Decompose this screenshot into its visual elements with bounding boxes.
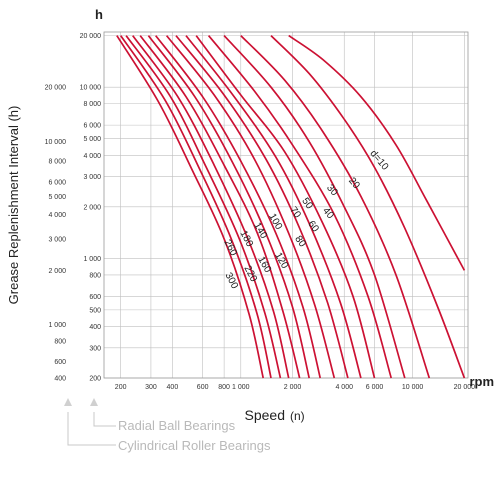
x-tick-label: 1 000 (232, 384, 250, 391)
series-line (155, 35, 322, 379)
x-tick-label: 2 000 (284, 384, 302, 391)
y-tick-label-roller: 400 (54, 376, 66, 383)
series-line (185, 35, 362, 379)
x-tick-label: 800 (218, 384, 230, 391)
curve-label: 40 (320, 206, 336, 222)
y-axis-title: Grease Replenishment Interval (h) (6, 106, 21, 305)
y-tick-label-roller: 5 000 (48, 194, 66, 201)
curve-labels: d=10203040506070801001201401601802202603… (221, 148, 390, 291)
y-tick-label-roller: 6 000 (48, 179, 66, 186)
series-line (139, 35, 301, 379)
y-tick-label-roller: 20 000 (45, 85, 67, 92)
curve-label: 50 (299, 196, 315, 212)
series-line (195, 35, 376, 379)
x-tick-label: 10 000 (402, 384, 424, 391)
x-tick-label: 20 000 (454, 384, 476, 391)
series-line (223, 35, 406, 379)
radial-ball-bearings-note: Radial Ball Bearings (118, 418, 236, 433)
curve-label: 220 (241, 264, 259, 284)
y-tick-label-ball: 8 000 (83, 101, 101, 108)
series-line (132, 35, 290, 379)
y-tick-label-ball: 300 (89, 345, 101, 352)
x-axis-title: Speed (245, 407, 285, 423)
y-tick-label-ball: 10 000 (80, 85, 102, 92)
curve-label: 120 (272, 251, 290, 271)
x-axis-symbol: (n) (290, 409, 305, 423)
series-line (288, 34, 466, 271)
y-tick-label-ball: 600 (89, 294, 101, 301)
series-line (147, 35, 311, 379)
y-tick-label-ball: 2 000 (83, 204, 101, 211)
cylindrical-leader-line (67, 412, 116, 446)
series-line (120, 35, 272, 379)
y-tick-label-ball: 500 (89, 307, 101, 314)
cylindrical-roller-bearings-note: Cylindrical Roller Bearings (118, 438, 271, 453)
y-tick-label-ball: 4 000 (83, 153, 101, 160)
series-line (125, 35, 282, 379)
series-line (240, 35, 431, 379)
x-tick-label: 4 000 (335, 384, 353, 391)
series-line (270, 34, 466, 379)
x-tick-label: 400 (167, 384, 179, 391)
plot-frame (103, 31, 469, 379)
series-line (165, 35, 336, 379)
y-tick-label-roller: 4 000 (48, 212, 66, 219)
y-tick-label-ball: 400 (89, 324, 101, 331)
y-tick-label-roller: 8 000 (48, 159, 66, 166)
y-tick-label-ball: 6 000 (83, 123, 101, 130)
y-tick-label-roller: 3 000 (48, 236, 66, 243)
y-tick-label-ball: 20 000 (80, 33, 102, 40)
x-tick-label: 300 (145, 384, 157, 391)
x-tick-label: 6 000 (366, 384, 384, 391)
curve-label: 140 (251, 221, 269, 241)
radial-arrow-icon (90, 398, 98, 406)
curve-label: 20 (346, 176, 362, 192)
y-tick-label-ball: 3 000 (83, 174, 101, 181)
y-tick-label-roller: 600 (54, 359, 66, 366)
y-tick-label-ball: 5 000 (83, 136, 101, 143)
series-line (175, 35, 349, 379)
series-line (207, 35, 393, 379)
y-tick-label-ball: 1 000 (83, 256, 101, 263)
y-tick-label-ball: 200 (89, 376, 101, 383)
cylindrical-arrow-icon (64, 398, 72, 406)
y-unit-label: h (95, 7, 103, 22)
y-tick-label-roller: 2 000 (48, 268, 66, 275)
curve-label: 180 (237, 229, 255, 249)
x-tick-label: 600 (197, 384, 209, 391)
y-tick-label-roller: 800 (54, 338, 66, 345)
tick-labels: 200 300 400 600 800 1 000 2 000 4 000 6 000 10 00… (45, 33, 476, 391)
curve-label: 30 (324, 183, 340, 199)
y-tick-label-roller: 10 000 (45, 139, 67, 146)
radial-leader-line (93, 412, 116, 427)
series-line (116, 35, 265, 379)
y-tick-label-roller: 1 000 (48, 322, 66, 329)
curves (116, 34, 466, 379)
x-unit-label: rpm (469, 374, 494, 389)
y-tick-label-ball: 800 (89, 272, 101, 279)
x-tick-label: 200 (115, 384, 127, 391)
